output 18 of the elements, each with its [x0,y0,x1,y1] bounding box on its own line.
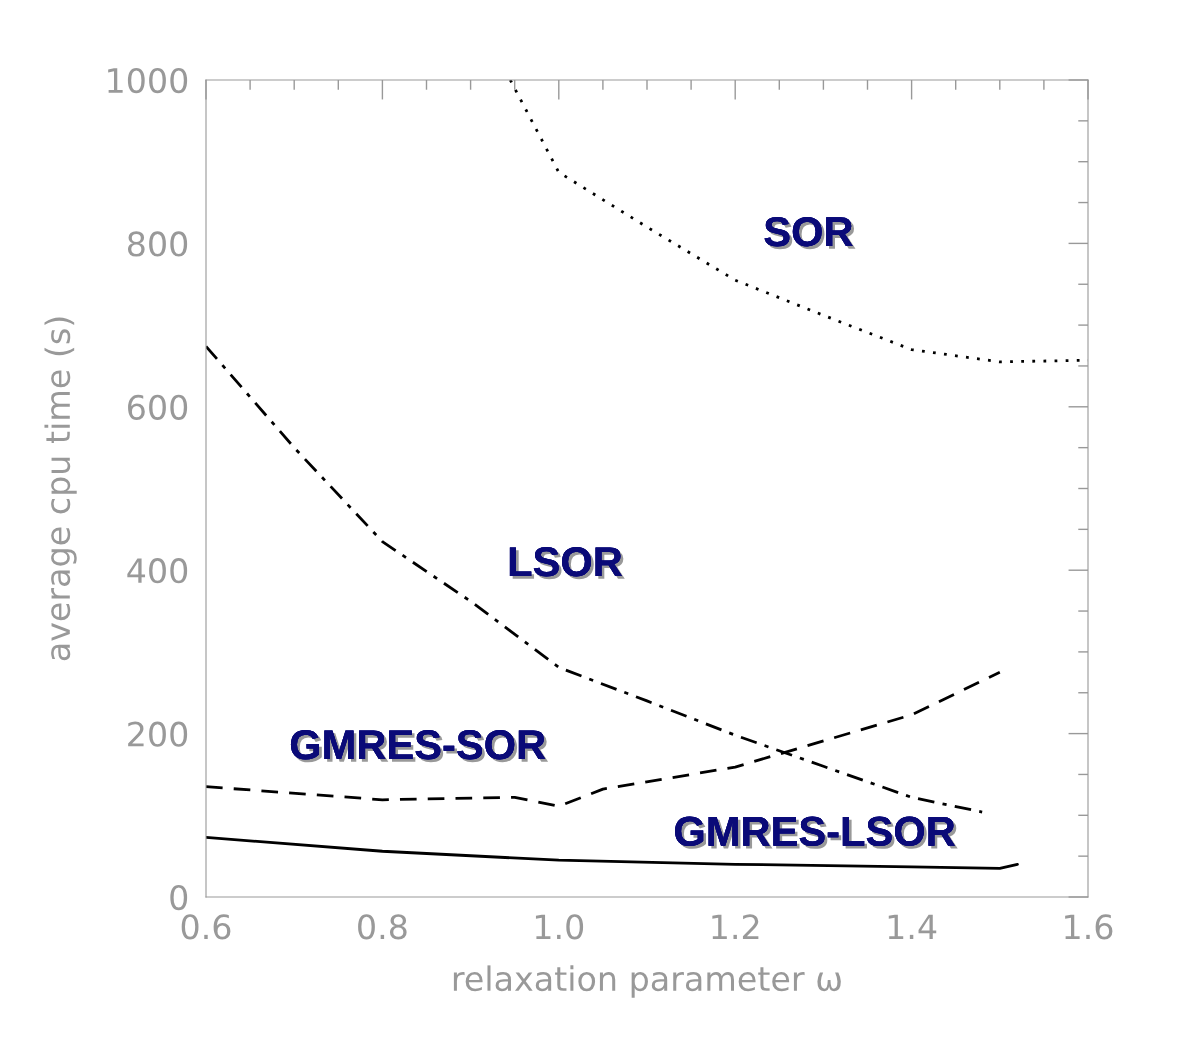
y-tick-label: 400 [127,558,188,584]
y-tick-label: 800 [127,231,188,257]
y-tick-label: 200 [128,721,188,747]
y-tick-label: 0 [170,884,188,911]
x-tick-label: 1.2 [712,914,759,939]
y-tick-label: 1000 [108,67,188,94]
x-tick-label: 1.0 [535,914,584,940]
x-tick-label: 1.6 [1065,914,1113,940]
series-label: LSOR [509,546,625,580]
series-label: GMRES-LSOR [675,816,958,849]
x-tick-label: 1.4 [888,914,937,939]
x-tick-label: 0.6 [181,914,231,940]
x-tick-label: 0.8 [358,914,407,940]
series-label: GMRES-SOR [290,729,549,763]
y-axis-title: average cpu time (s) [44,317,77,661]
y-tick-label: 600 [128,394,188,420]
series-label: SOR [764,216,856,250]
x-axis-title: relaxation parameter ω [453,965,841,998]
